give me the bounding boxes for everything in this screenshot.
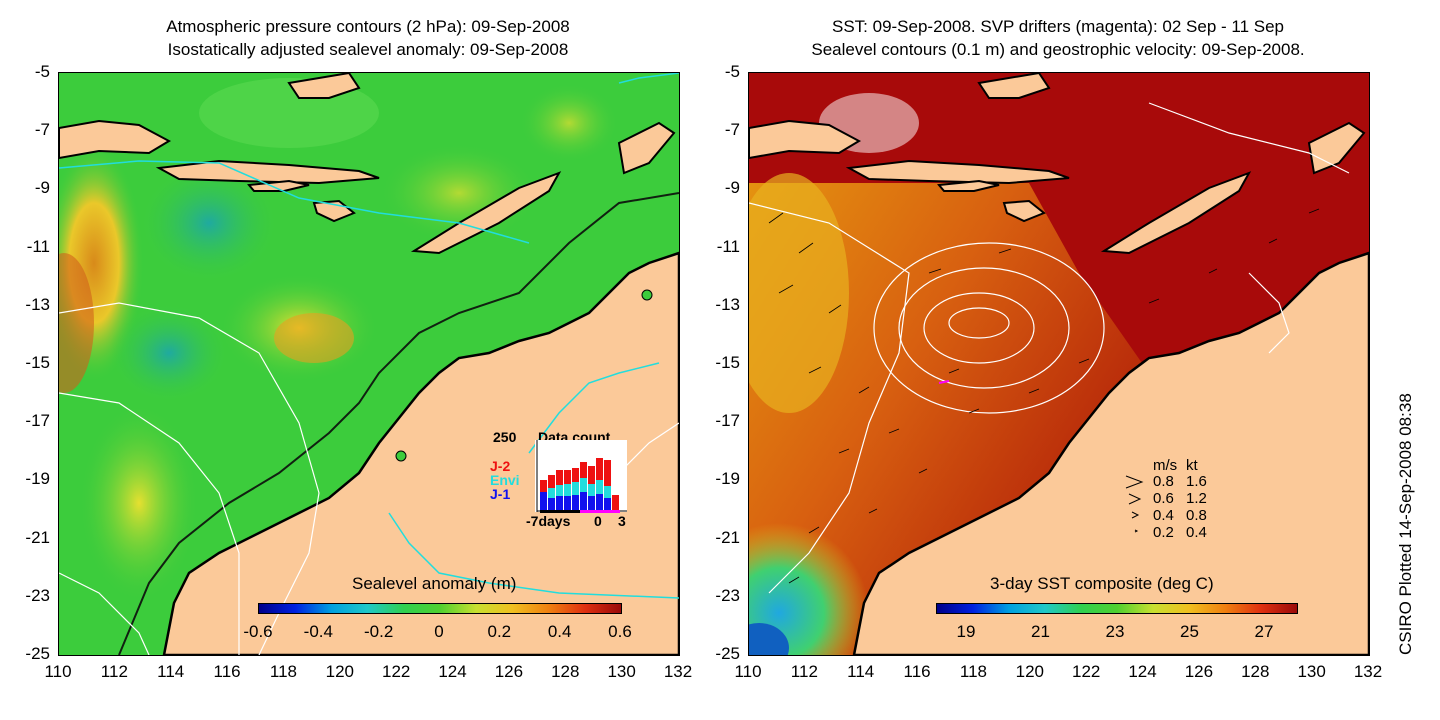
left-lon-label: 116	[213, 662, 241, 681]
left-title-line1: Atmospheric pressure contours (2 hPa): 0…	[166, 17, 570, 36]
plot-credit: CSIRO Plotted 14-Sep-2008 08:38	[1396, 393, 1415, 655]
left-lon-label: 110	[44, 662, 72, 681]
velocity-legend-arrows	[1125, 475, 1144, 533]
right-colorbar-tick: 21	[1031, 622, 1050, 641]
left-lat-label: -25	[25, 644, 50, 663]
left-lat-label: -17	[25, 411, 50, 431]
right-title-line2: Sealevel contours (0.1 m) and geostrophi…	[811, 40, 1305, 59]
left-map-panel	[58, 72, 680, 656]
right-lon-label: 122	[1071, 662, 1101, 681]
left-lat-label: -9	[34, 178, 50, 198]
velocity-legend-row-2-ms: 0.6	[1153, 490, 1174, 507]
velocity-legend-kt-header: kt	[1186, 457, 1198, 474]
right-colorbar-label: 3-day SST composite (deg C)	[990, 574, 1214, 593]
left-lat-label: -21	[25, 527, 50, 547]
right-lat-label: -5	[724, 62, 740, 81]
velocity-legend-row-2-kt: 1.2	[1186, 490, 1207, 507]
left-colorbar	[258, 603, 622, 614]
left-colorbar-tick: 0	[434, 622, 444, 641]
left-colorbar-tick: -0.4	[303, 622, 333, 641]
left-lon-label: 120	[325, 662, 354, 681]
left-lat-label: -7	[34, 120, 50, 140]
right-lon-label: 124	[1128, 662, 1157, 681]
right-lon-label: 116	[903, 662, 931, 681]
right-lat-label: -19	[715, 469, 740, 489]
right-lon-label: 130	[1297, 662, 1326, 681]
inset-legend-j2: J-2	[490, 458, 511, 474]
left-colorbar-label: Sealevel anomaly (m)	[352, 574, 517, 593]
inset-xlabel-zero: 0	[594, 513, 602, 529]
sst-map	[749, 73, 1369, 655]
right-title-line1: SST: 09-Sep-2008. SVP drifters (magenta)…	[831, 17, 1284, 36]
left-lon-label: 122	[381, 662, 411, 681]
sealevel-anomaly-map	[59, 73, 679, 655]
left-colorbar-tick: 0.4	[547, 622, 572, 641]
left-lon-label: 112	[100, 662, 128, 681]
left-colorbar-tick: 0.6	[608, 622, 632, 641]
right-lon-label: 132	[1353, 662, 1383, 681]
right-lat-label: -25	[715, 644, 740, 663]
velocity-arrows	[768, 208, 1320, 584]
velocity-legend-row-4-kt: 0.4	[1186, 524, 1207, 541]
velocity-legend-row-3-kt: 0.8	[1186, 507, 1207, 524]
left-lon-label: 130	[607, 662, 636, 681]
right-lat-label: -21	[715, 527, 740, 547]
velocity-legend-row-4-ms: 0.2	[1153, 524, 1174, 541]
left-colorbar-tick: 0.2	[487, 622, 512, 641]
right-colorbar-tick: 27	[1254, 622, 1274, 641]
right-lon-label: 126	[1184, 662, 1214, 681]
right-lat-label: -17	[715, 411, 740, 431]
left-lat-label: -15	[25, 353, 50, 372]
left-lon-label: 132	[663, 662, 693, 681]
inset-legend-j1: J-1	[490, 486, 511, 502]
left-title-line2: Isostatically adjusted sealevel anomaly:…	[167, 40, 569, 59]
right-map-panel	[748, 72, 1370, 656]
right-lon-label: 114	[847, 662, 875, 681]
left-colorbar-tick: -0.6	[243, 622, 273, 641]
right-lat-label: -11	[716, 236, 740, 256]
right-colorbar-tick: 25	[1180, 622, 1199, 641]
right-lon-label: 128	[1241, 662, 1270, 681]
left-lon-label: 124	[438, 662, 467, 681]
right-lat-label: -9	[724, 178, 740, 198]
velocity-legend-row-1-kt: 1.6	[1186, 473, 1207, 490]
right-lon-label: 112	[790, 662, 818, 681]
left-lat-label: -13	[25, 294, 50, 314]
left-lon-label: 114	[157, 662, 185, 681]
right-lon-label: 118	[959, 662, 987, 681]
velocity-legend-ms-header: m/s	[1153, 457, 1178, 474]
right-lat-label: -13	[715, 294, 740, 314]
right-lon-label: 110	[734, 662, 762, 681]
right-colorbar-tick: 23	[1105, 622, 1125, 641]
right-colorbar-tick: 19	[956, 622, 976, 641]
inset-data-count-chart	[535, 440, 627, 513]
right-lat-label: -15	[715, 353, 740, 372]
left-lon-label: 126	[494, 662, 524, 681]
right-lat-label: -23	[715, 585, 740, 605]
inset-xlabel-end: 3	[618, 513, 626, 529]
left-lon-label: 128	[551, 662, 580, 681]
left-lat-label: -11	[26, 236, 50, 256]
left-colorbar-tick: -0.2	[364, 622, 394, 641]
velocity-legend-row-3-ms: 0.4	[1153, 507, 1174, 524]
inset-xlabel-start: -7days	[526, 513, 571, 529]
inset-legend-envi: Envi	[490, 472, 520, 488]
inset-bars	[540, 458, 619, 511]
left-lat-label: -5	[34, 62, 50, 81]
left-lat-label: -23	[25, 585, 50, 605]
right-lon-label: 120	[1015, 662, 1044, 681]
inset-ymax: 250	[493, 429, 517, 445]
right-colorbar	[936, 603, 1298, 614]
left-lon-label: 118	[269, 662, 297, 681]
velocity-legend-row-1-ms: 0.8	[1153, 473, 1174, 490]
left-lat-label: -19	[25, 469, 50, 489]
right-lat-label: -7	[724, 120, 740, 140]
